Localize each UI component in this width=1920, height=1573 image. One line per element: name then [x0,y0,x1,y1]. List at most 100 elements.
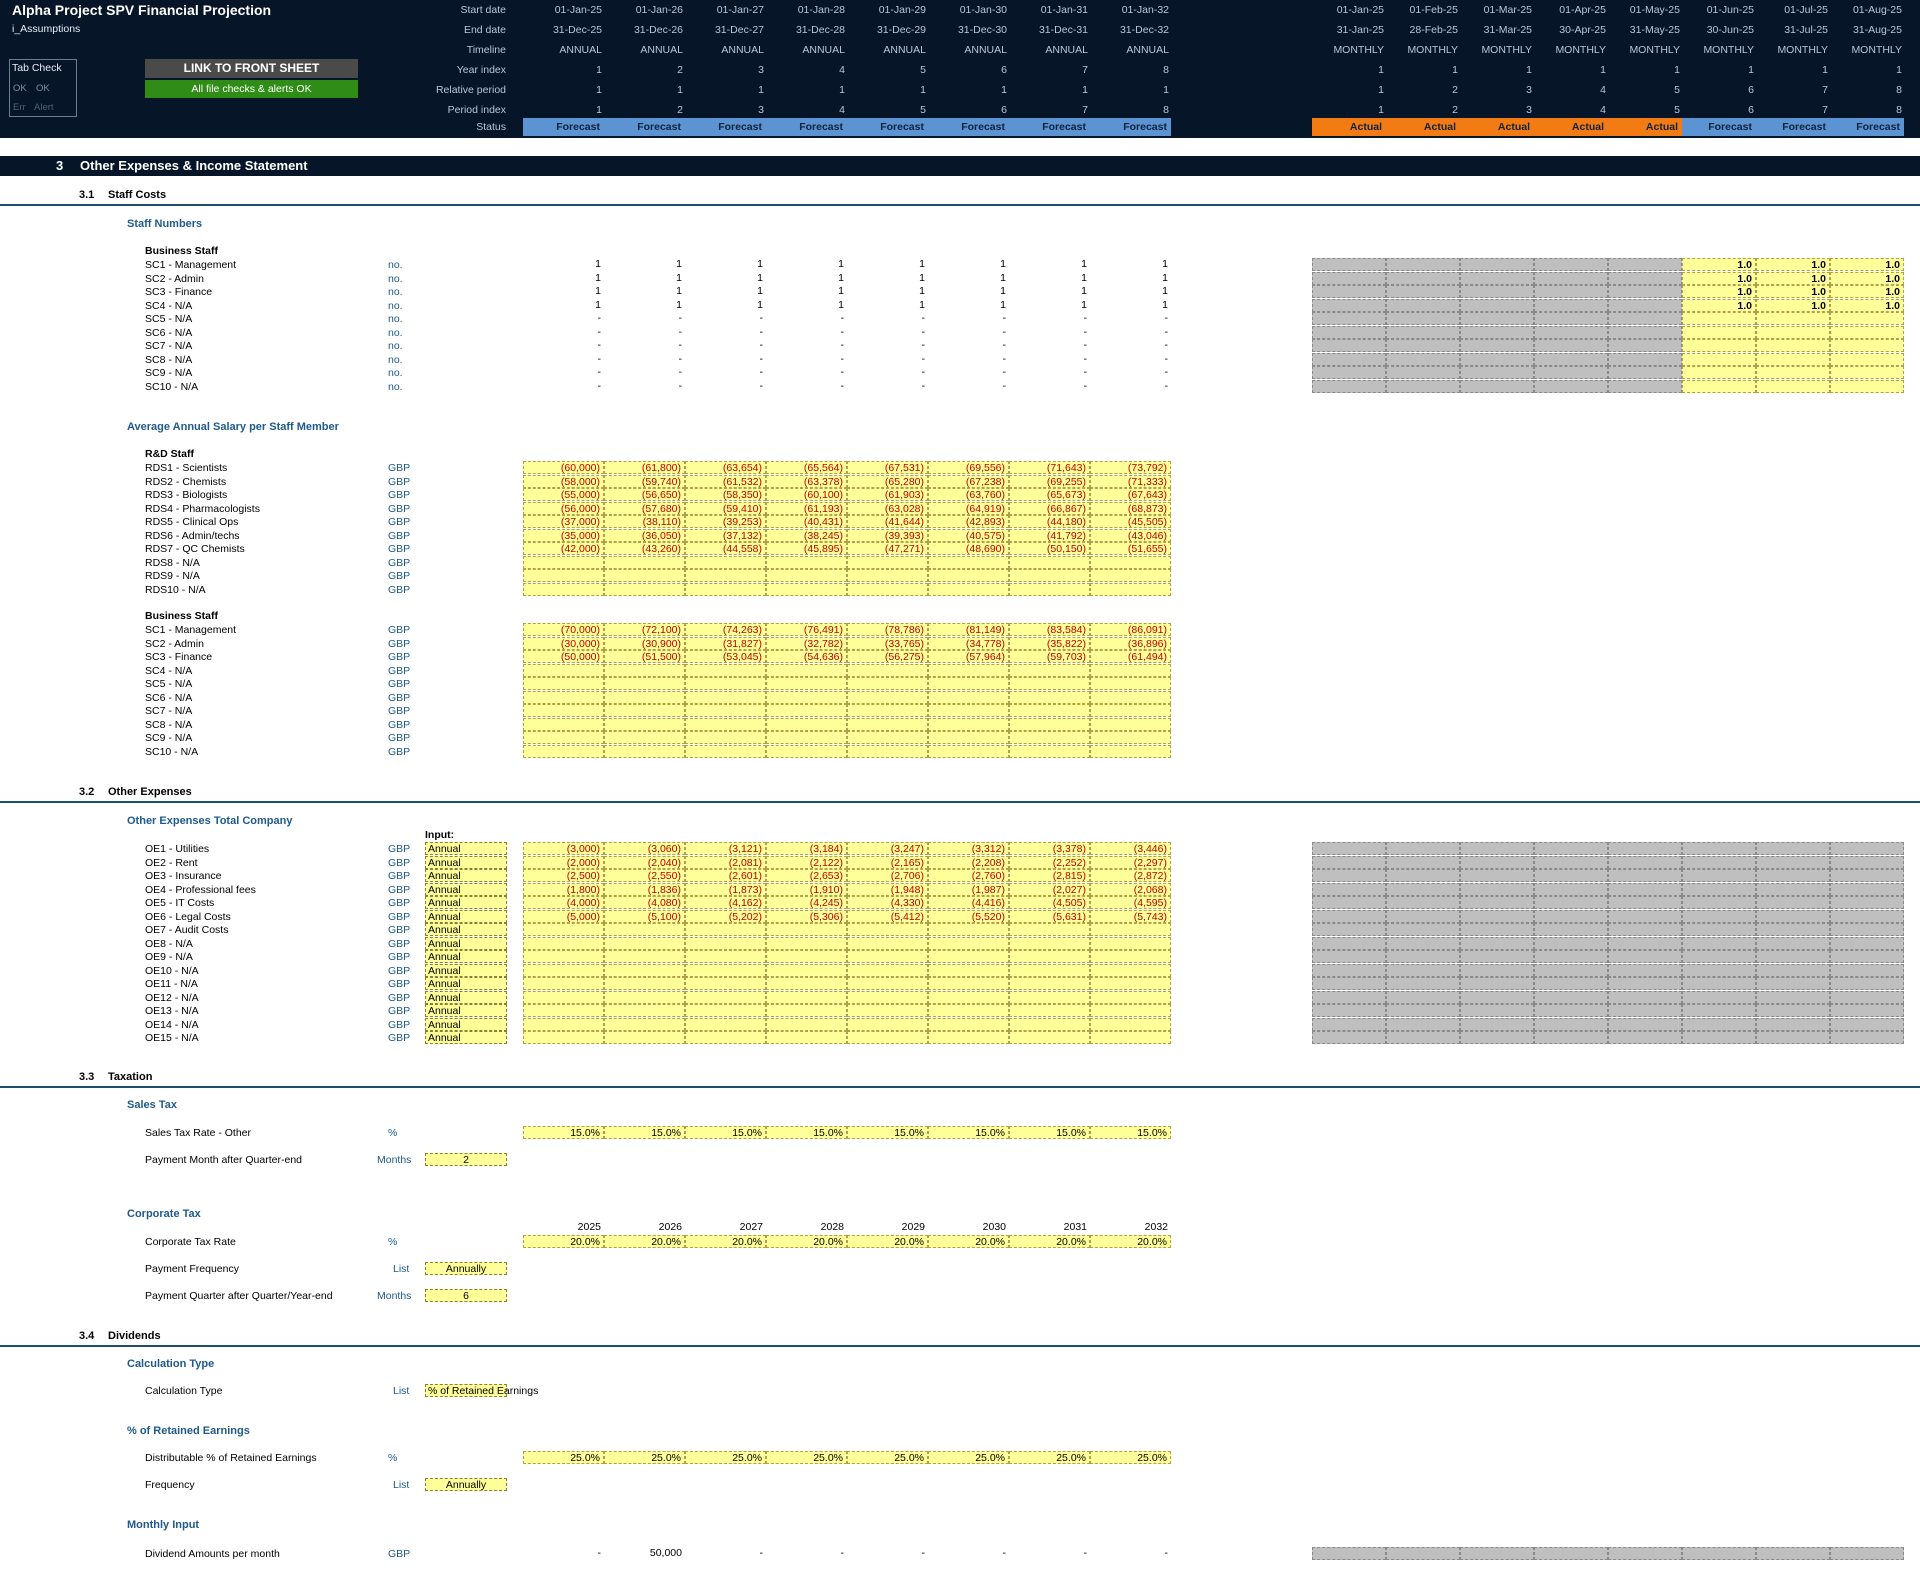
rd-salary-cell[interactable] [928,582,1009,596]
rd-salary-cell[interactable]: (42,000) [523,542,604,555]
other-expense-cell[interactable] [1009,936,1090,950]
business-salary-cell[interactable] [928,717,1009,731]
business-salary-cell[interactable] [928,663,1009,677]
business-salary-cell[interactable]: (86,091) [1090,623,1171,636]
rd-salary-cell[interactable]: (67,238) [928,474,1009,488]
expense-input-type[interactable]: Annual [425,1004,507,1017]
rd-salary-cell[interactable] [847,582,928,596]
business-salary-cell[interactable] [523,677,604,690]
other-expense-cell[interactable]: (4,080) [604,896,685,909]
other-expense-cell[interactable]: (2,815) [1009,869,1090,882]
rd-salary-cell[interactable]: (71,643) [1009,461,1090,474]
sales-tax-rate-cell[interactable]: 15.0% [604,1126,685,1139]
business-salary-cell[interactable] [604,731,685,744]
other-expense-cell[interactable]: (2,297) [1090,855,1171,869]
other-expense-cell[interactable] [1090,963,1171,977]
other-expense-cell[interactable] [766,923,847,936]
business-salary-cell[interactable] [928,704,1009,717]
other-expense-cell[interactable]: (5,743) [1090,909,1171,923]
rd-salary-cell[interactable]: (51,655) [1090,542,1171,555]
rd-salary-cell[interactable]: (63,378) [766,474,847,488]
rd-salary-cell[interactable]: (38,110) [604,515,685,528]
business-salary-cell[interactable] [1090,690,1171,704]
rd-salary-cell[interactable]: (60,000) [523,461,604,474]
other-expense-cell[interactable]: (2,760) [928,869,1009,882]
other-expense-cell[interactable]: (2,122) [766,855,847,869]
expense-input-type[interactable]: Annual [425,923,507,936]
other-expense-cell[interactable] [685,977,766,990]
rd-salary-cell[interactable]: (65,673) [1009,488,1090,501]
rd-salary-cell[interactable]: (37,132) [685,528,766,542]
business-salary-cell[interactable] [1009,744,1090,758]
other-expense-cell[interactable] [523,1031,604,1044]
other-expense-cell[interactable] [766,1031,847,1044]
other-expense-cell[interactable] [847,950,928,963]
other-expense-cell[interactable]: (1,800) [523,882,604,896]
rd-salary-cell[interactable]: (40,431) [766,515,847,528]
other-expense-cell[interactable] [1090,1017,1171,1031]
other-expense-cell[interactable] [523,923,604,936]
corporate-tax-rate-cell[interactable]: 20.0% [604,1235,685,1248]
other-expense-cell[interactable]: (2,706) [847,869,928,882]
staff-number-monthly-cell[interactable]: 1.0 [1682,285,1756,298]
other-expense-cell[interactable] [1009,963,1090,977]
dividend-frequency-dropdown[interactable]: Annually [425,1478,507,1491]
business-salary-cell[interactable] [1090,717,1171,731]
expense-input-type[interactable]: Annual [425,936,507,950]
staff-number-monthly-cell[interactable] [1682,312,1756,325]
staff-number-monthly-cell[interactable] [1830,339,1904,352]
expense-input-type[interactable]: Annual [425,977,507,990]
other-expense-cell[interactable] [685,1004,766,1017]
sales-tax-rate-cell[interactable]: 15.0% [1009,1126,1090,1139]
rd-salary-cell[interactable] [604,555,685,569]
business-salary-cell[interactable] [685,744,766,758]
other-expense-cell[interactable]: (3,000) [523,842,604,855]
payment-frequency-dropdown[interactable]: Annually [425,1262,507,1275]
staff-number-monthly-cell[interactable] [1756,352,1830,366]
staff-number-monthly-cell[interactable]: 1.0 [1756,258,1830,271]
sales-tax-rate-cell[interactable]: 15.0% [928,1126,1009,1139]
other-expense-cell[interactable]: (2,027) [1009,882,1090,896]
business-salary-cell[interactable] [766,663,847,677]
other-expense-cell[interactable] [1009,1031,1090,1044]
staff-number-monthly-cell[interactable] [1830,312,1904,325]
business-salary-cell[interactable] [685,663,766,677]
staff-number-monthly-cell[interactable]: 1.0 [1756,298,1830,312]
other-expense-cell[interactable] [766,990,847,1004]
other-expense-cell[interactable]: (2,500) [523,869,604,882]
other-expense-cell[interactable] [604,977,685,990]
staff-number-monthly-cell[interactable]: 1.0 [1756,271,1830,285]
rd-salary-cell[interactable]: (43,260) [604,542,685,555]
other-expense-cell[interactable]: (1,836) [604,882,685,896]
staff-number-monthly-cell[interactable]: 1.0 [1830,271,1904,285]
other-expense-cell[interactable]: (1,987) [928,882,1009,896]
business-salary-cell[interactable]: (53,045) [685,650,766,663]
other-expense-cell[interactable]: (2,208) [928,855,1009,869]
expense-input-type[interactable]: Annual [425,882,507,896]
business-salary-cell[interactable] [1009,677,1090,690]
rd-salary-cell[interactable] [928,555,1009,569]
other-expense-cell[interactable] [1090,1031,1171,1044]
other-expense-cell[interactable]: (2,252) [1009,855,1090,869]
other-expense-cell[interactable] [685,990,766,1004]
other-expense-cell[interactable] [847,990,928,1004]
staff-number-monthly-cell[interactable] [1756,379,1830,393]
rd-salary-cell[interactable]: (56,000) [523,501,604,515]
business-salary-cell[interactable]: (54,636) [766,650,847,663]
rd-salary-cell[interactable] [928,569,1009,582]
other-expense-cell[interactable]: (3,247) [847,842,928,855]
other-expense-cell[interactable] [766,963,847,977]
staff-number-monthly-cell[interactable] [1682,366,1756,379]
other-expense-cell[interactable] [523,990,604,1004]
other-expense-cell[interactable]: (5,306) [766,909,847,923]
business-salary-cell[interactable]: (83,584) [1009,623,1090,636]
sales-tax-rate-cell[interactable]: 15.0% [847,1126,928,1139]
rd-salary-cell[interactable] [1090,569,1171,582]
business-salary-cell[interactable] [604,677,685,690]
distributable-cell[interactable]: 25.0% [1090,1451,1171,1464]
other-expense-cell[interactable]: (5,631) [1009,909,1090,923]
business-salary-cell[interactable] [685,690,766,704]
business-salary-cell[interactable] [847,731,928,744]
staff-number-monthly-cell[interactable]: 1.0 [1830,258,1904,271]
other-expense-cell[interactable] [685,1031,766,1044]
